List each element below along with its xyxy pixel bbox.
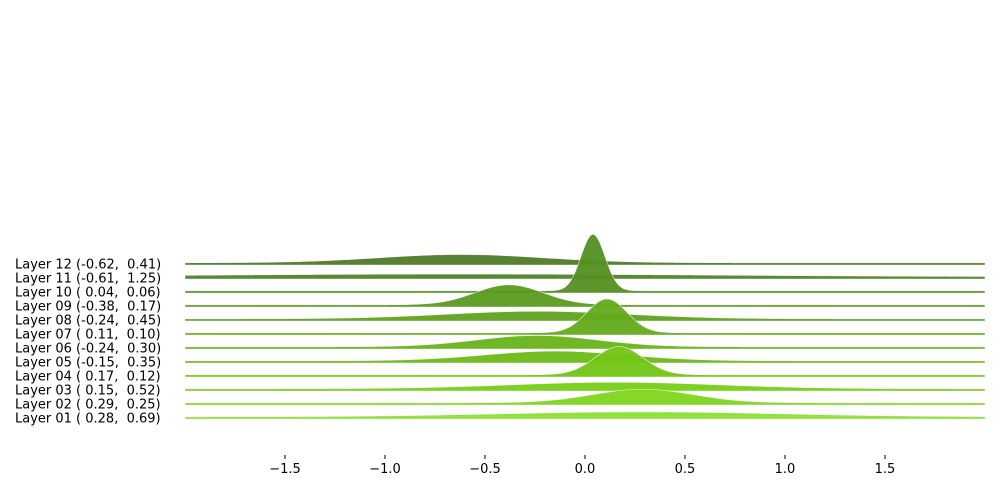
layer-labels: Layer 12 (-0.62, 0.41)Layer 11 (-0.61, 1… [15,258,161,427]
layer-label-11: Layer 11 (-0.61, 1.25) [15,272,161,287]
layer-label-3: Layer 03 ( 0.15, 0.52) [15,384,161,399]
layer-label-9: Layer 09 (-0.38, 0.17) [15,300,161,315]
x-tick-label: 1.5 [875,462,896,477]
ridge-layer-6 [184,335,986,350]
layer-label-2: Layer 02 ( 0.29, 0.25) [15,398,161,413]
ridge-layer-10 [184,233,986,294]
x-tick-label: −0.5 [469,462,501,477]
ridge-layer-9 [184,284,986,308]
x-tick-label: −1.0 [369,462,401,477]
layer-label-5: Layer 05 (-0.15, 0.35) [15,356,161,371]
layer-label-10: Layer 10 ( 0.04, 0.06) [15,286,161,301]
layer-label-6: Layer 06 (-0.24, 0.30) [15,342,161,357]
layer-label-12: Layer 12 (-0.62, 0.41) [15,258,161,273]
x-tick-label: −1.5 [269,462,301,477]
x-tick-label: 1.0 [775,462,796,477]
x-axis: −1.5 −1.0 −0.5 0.0 0.5 1.0 1.5 [269,455,895,477]
ridge-layer-5 [184,350,986,364]
layer-label-8: Layer 08 (-0.24, 0.45) [15,314,161,329]
layer-label-4: Layer 04 ( 0.17, 0.12) [15,370,161,385]
x-tick-label: 0.0 [575,462,596,477]
layer-label-7: Layer 07 ( 0.11, 0.10) [15,328,161,343]
layer-label-1: Layer 01 ( 0.28, 0.69) [15,412,161,427]
ridges [184,233,986,420]
ridge-layer-2 [184,388,986,406]
ridge-layer-7 [184,298,986,336]
x-tick-label: 0.5 [675,462,696,477]
ridge-layer-1 [184,411,986,420]
ridge-layer-4 [184,346,986,378]
ridge-layer-3 [184,381,986,392]
